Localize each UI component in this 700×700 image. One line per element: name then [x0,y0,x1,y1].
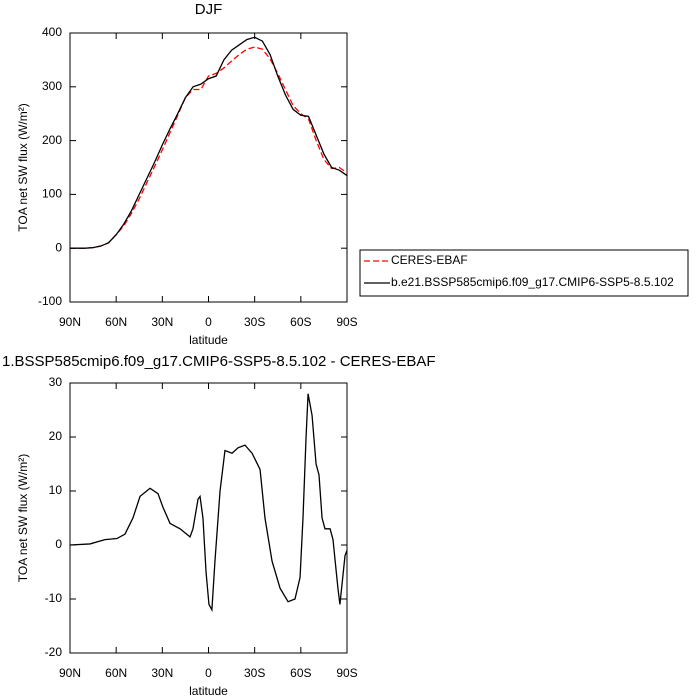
x-tick-label: 60S [290,315,311,329]
x-tick-label: 90N [59,666,81,680]
x-tick-label: 60N [105,666,127,680]
x-tick-label: 90N [59,315,81,329]
chart-title: 1.BSSP585cmip6.f09_g17.CMIP6-SSP5-8.5.10… [2,353,436,370]
y-tick-label: 0 [55,240,62,254]
y-tick-label: -10 [45,591,63,605]
x-tick-label: 30S [244,315,265,329]
y-tick-label: 200 [42,133,62,147]
y-axis-label: TOA net SW flux (W/m²) [16,103,30,231]
chart-title: DJF [195,1,223,18]
legend-box [359,249,689,297]
y-tick-label: -20 [45,645,63,659]
plot-frame [69,382,348,654]
y-tick-label: -100 [38,294,62,308]
y-tick-label: 400 [42,25,62,39]
x-tick-label: 30N [151,315,173,329]
data-line [69,393,348,613]
x-tick-label: 0 [205,666,212,680]
x-tick-label: 30N [151,666,173,680]
x-tick-label: 60N [105,315,127,329]
data-line [70,36,348,249]
x-tick-label: 90S [336,315,357,329]
x-tick-label: 30S [244,666,265,680]
y-tick-label: 300 [42,79,62,93]
x-axis-label: latitude [189,684,228,698]
x-axis-label: latitude [189,333,228,347]
x-tick-label: 90S [336,666,357,680]
plot-frame [69,32,348,303]
legend-label: b.e21.BSSP585cmip6.f09_g17.CMIP6-SSP5-8.… [391,275,674,289]
y-tick-label: 20 [49,429,63,443]
y-tick-label: 0 [55,537,62,551]
data-line [70,46,348,249]
y-tick-label: 100 [42,187,62,201]
y-tick-label: 30 [49,375,63,389]
y-axis-label: TOA net SW flux (W/m²) [16,454,30,582]
legend-label: CERES-EBAF [391,253,468,267]
y-tick-label: 10 [49,483,63,497]
x-tick-label: 60S [290,666,311,680]
x-tick-label: 0 [205,315,212,329]
